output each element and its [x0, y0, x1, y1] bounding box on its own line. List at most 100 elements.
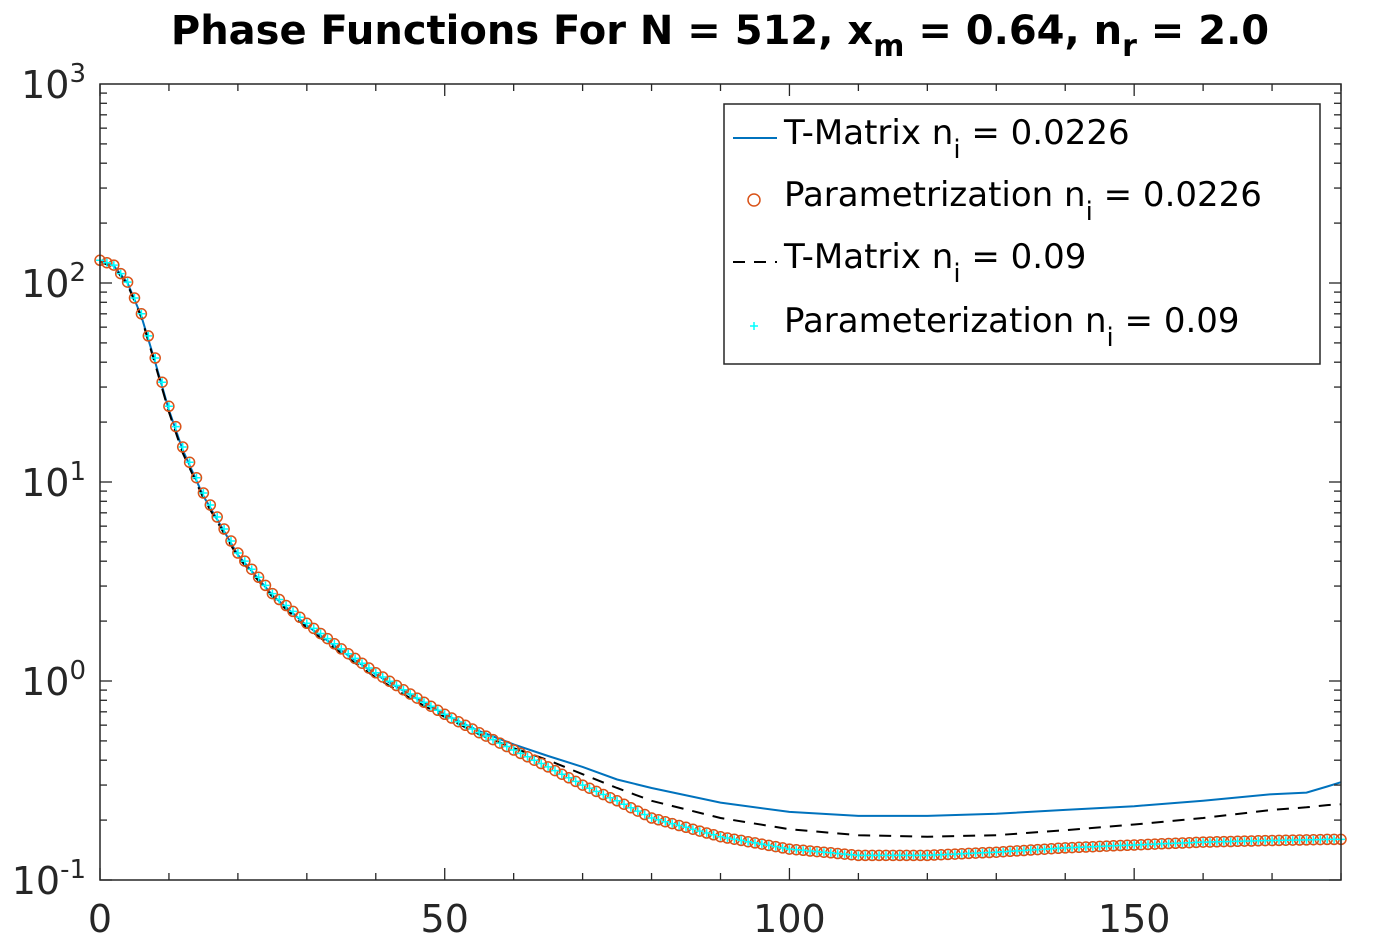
- series-4-point: [1150, 840, 1159, 849]
- legend: T-Matrix ni = 0.0226 Parametrization ni =…: [723, 103, 1321, 365]
- series-4-point: [1137, 840, 1146, 849]
- series-2-point: [735, 834, 747, 847]
- series-4-point: [937, 850, 946, 859]
- series-2-point: [176, 441, 189, 453]
- series-2-point: [673, 819, 685, 832]
- series-4-point: [737, 836, 746, 845]
- series-4-point: [840, 850, 849, 859]
- series-4-point: [1219, 837, 1228, 846]
- legend-label: Parameterization ni = 0.09: [784, 301, 1240, 353]
- series-4-point: [557, 770, 566, 779]
- series-4-point: [461, 721, 470, 730]
- series-2-point: [501, 740, 513, 753]
- series-2-point: [108, 259, 120, 271]
- series-4-point: [757, 840, 766, 849]
- series-4-point: [723, 834, 732, 842]
- series-4-point: [833, 849, 842, 858]
- series-4-point: [309, 624, 318, 633]
- series-4-point: [351, 654, 360, 663]
- series-4-point: [1268, 836, 1277, 845]
- series-4-point: [819, 848, 828, 857]
- series-4-point: [1006, 847, 1015, 856]
- series-2-point: [563, 772, 575, 784]
- series-4-point: [523, 752, 532, 761]
- series-2-point: [259, 579, 272, 592]
- series-2-point: [742, 835, 754, 848]
- series-2-point: [521, 751, 534, 763]
- series-4-point: [254, 573, 263, 582]
- series-4-point: [626, 803, 635, 812]
- series-4-point: [268, 589, 277, 598]
- series-4-point: [1171, 839, 1180, 848]
- series-4-point: [206, 501, 215, 509]
- series-4-point: [709, 830, 718, 839]
- series-2-point: [101, 256, 113, 269]
- series-4-point: [930, 851, 939, 859]
- series-4-point: [240, 557, 249, 566]
- legend-entry-4: Parameterization ni = 0.09: [750, 301, 1240, 353]
- series-4-point: [426, 702, 435, 711]
- series-4-point: [295, 613, 304, 622]
- series-2-point: [714, 830, 727, 843]
- series-4-point: [1116, 841, 1125, 850]
- legend-label: T-Matrix ni = 0.0226: [783, 113, 1130, 165]
- series-4-point: [888, 851, 897, 860]
- series-2-point: [197, 487, 210, 499]
- series-4-point: [847, 850, 856, 859]
- series-2-point: [604, 791, 616, 804]
- series-4-point: [1206, 838, 1214, 846]
- series-2-point: [266, 587, 279, 600]
- series-4-point: [385, 677, 394, 686]
- series-4-point: [964, 849, 973, 858]
- series-2-point: [611, 795, 623, 807]
- series-4-point: [468, 725, 477, 733]
- series-4-point: [144, 331, 153, 340]
- series-4-point: [1185, 838, 1194, 847]
- chart-title-suffix: = 2.0: [1137, 8, 1269, 54]
- series-4-point: [633, 807, 642, 816]
- series-4-point: [716, 832, 725, 841]
- series-2-point: [680, 821, 692, 834]
- series-2-point: [652, 814, 665, 826]
- series-4-point: [647, 814, 656, 822]
- series-2-point: [487, 733, 499, 746]
- series-4-point: [158, 378, 167, 387]
- series-4-point: [289, 607, 297, 616]
- series-4-point: [1019, 846, 1028, 855]
- series-4-point: [337, 644, 346, 653]
- series-4-point: [1309, 835, 1318, 844]
- series-4-point: [992, 848, 1001, 857]
- series-4-point: [875, 851, 884, 860]
- y-tick-label: 103: [21, 59, 86, 107]
- series-2-point: [756, 838, 768, 850]
- series-4-point: [1275, 836, 1283, 845]
- series-2-point: [749, 837, 761, 849]
- series-4-point: [1102, 842, 1111, 851]
- series-4-point: [1330, 835, 1339, 844]
- series-4-point: [130, 294, 139, 302]
- series-2-point: [707, 829, 720, 841]
- series-2-point: [507, 744, 520, 756]
- legend-swatch: [747, 193, 761, 207]
- series-4-point: [392, 681, 401, 690]
- series-2-point: [659, 815, 672, 828]
- chart-title-mid: = 0.64, n: [904, 8, 1122, 54]
- series-4-point: [751, 838, 759, 847]
- series-4-point: [985, 848, 994, 857]
- series-4: [96, 256, 1345, 860]
- series-2-point: [694, 825, 706, 837]
- series-4-point: [1240, 837, 1249, 846]
- series-4-point: [1109, 841, 1118, 850]
- series-3-line: [99, 260, 1342, 838]
- series-2-point: [218, 523, 230, 535]
- chart-title-prefix: Phase Functions For N = 512, x: [171, 8, 873, 54]
- series-4-point: [950, 850, 959, 859]
- series-4-point: [744, 837, 753, 846]
- series-2-point: [204, 499, 217, 511]
- series-4-point: [957, 849, 966, 858]
- series-4-point: [406, 690, 415, 698]
- series-2-point: [156, 376, 168, 388]
- series-4-point: [109, 261, 118, 270]
- series-4-point: [116, 269, 125, 278]
- series-2-point: [225, 535, 237, 547]
